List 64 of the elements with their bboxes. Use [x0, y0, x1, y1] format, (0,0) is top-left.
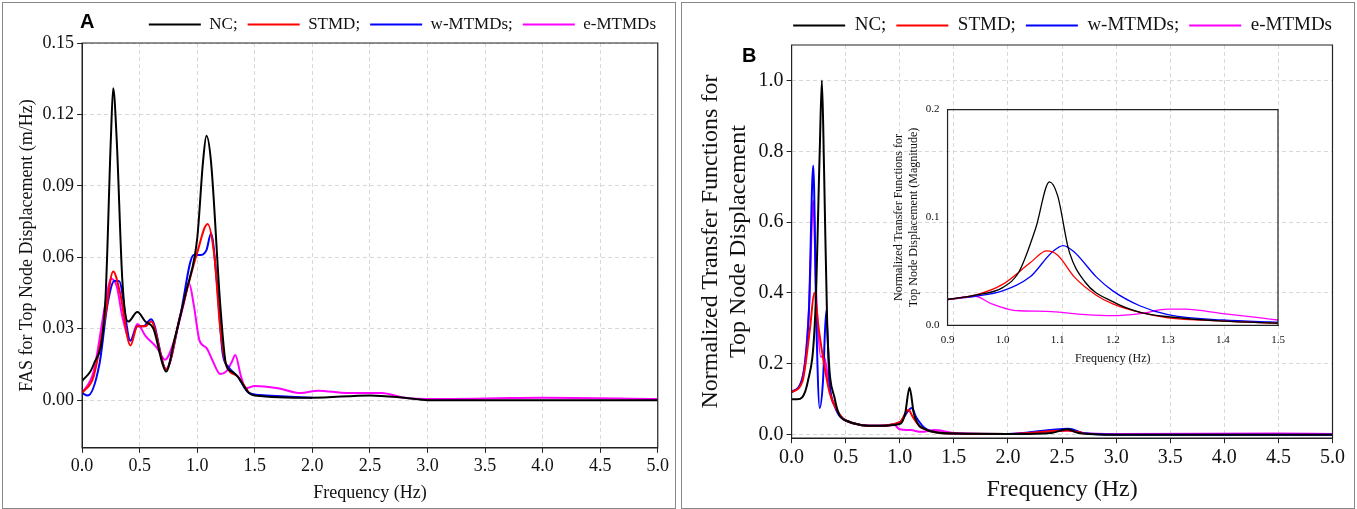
x-tick-label: 3.0 — [1103, 445, 1129, 468]
y-tick-label: 0.4 — [758, 280, 784, 303]
y-tick-label: 0.6 — [758, 209, 784, 232]
x-tick-label: 0.5 — [128, 455, 151, 476]
legend-label: w-MTMDs; — [1087, 13, 1180, 35]
y-tick-label: 0.0 — [925, 318, 941, 331]
x-tick-label: 4.5 — [1265, 445, 1291, 468]
legend-label: w-MTMDs; — [430, 13, 513, 33]
x-axis-title: Frequency (Hz) — [313, 481, 427, 503]
x-tick-label: 0.0 — [779, 445, 805, 468]
legend-label: STMD; — [308, 13, 361, 33]
legend-label: STMD; — [957, 13, 1016, 35]
x-tick-label: 2.5 — [358, 455, 382, 476]
x-tick-label: 1.0 — [887, 445, 913, 468]
x-tick-label: 1.0 — [185, 455, 209, 476]
x-tick-label: 4.5 — [588, 455, 612, 476]
x-tick-label: 0.9 — [940, 332, 955, 345]
y-axis-title: Normalized Transfer Functions for Top Node Displacement — [695, 74, 751, 409]
x-tick-label: 2.5 — [1049, 445, 1075, 468]
x-axis-title: Frequency (Hz) — [1074, 350, 1151, 365]
x-tick-label: 2.0 — [995, 445, 1021, 468]
y-tick-label: 0.06 — [42, 246, 75, 267]
x-tick-label: 1.2 — [1105, 332, 1120, 345]
x-tick-label: 0.5 — [833, 445, 859, 468]
y-tick-label: 0.15 — [42, 31, 75, 52]
y-axis-title: Normalized Transfer Functions for Top Node Displacement (Magnitude) — [891, 127, 920, 308]
legend-label: NC; — [854, 13, 887, 35]
x-axis-title: Frequency (Hz) — [986, 474, 1138, 501]
x-tick-label: 4.0 — [1211, 445, 1237, 468]
x-tick-label: 4.0 — [531, 455, 554, 476]
x-tick-label: 5.0 — [1320, 445, 1345, 468]
line-series — [82, 277, 658, 400]
chart-title: A — [80, 10, 95, 33]
y-tick-label: 0.03 — [42, 317, 75, 338]
y-tick-label: 0.0 — [758, 421, 784, 444]
chart-title: B — [742, 44, 757, 67]
x-tick-label: 1.5 — [243, 455, 267, 476]
legend-label: e-MTMDs — [1250, 13, 1333, 35]
y-tick-label: 0.12 — [42, 103, 75, 124]
x-tick-label: 2.0 — [301, 455, 324, 476]
line-series — [82, 87, 658, 402]
y-tick-label: 0.2 — [925, 102, 940, 115]
x-tick-label: 1.5 — [1271, 332, 1286, 345]
y-tick-label: 0.1 — [925, 210, 940, 223]
y-tick-label: 0.8 — [758, 138, 784, 161]
y-tick-label: 0.2 — [758, 351, 784, 374]
x-tick-label: 3.5 — [1157, 445, 1183, 468]
x-tick-label: 1.5 — [941, 445, 967, 468]
x-tick-label: 3.5 — [473, 455, 497, 476]
x-tick-label: 1.4 — [1216, 332, 1231, 345]
x-tick-label: 0.0 — [70, 455, 94, 476]
x-tick-label: 1.1 — [1050, 332, 1065, 345]
x-tick-label: 3.0 — [416, 455, 439, 476]
line-series — [82, 222, 251, 395]
legend-label: NC; — [209, 13, 238, 33]
x-tick-label: 5.0 — [646, 455, 669, 476]
y-tick-label: 1.0 — [758, 67, 784, 90]
legend-label: e-MTMDs — [583, 13, 656, 33]
y-axis-title: FAS for Top Node Displacement (m/Hz) — [15, 99, 37, 392]
y-tick-label: 0.09 — [42, 174, 75, 195]
x-tick-label: 1.0 — [995, 332, 1010, 345]
x-tick-label: 1.3 — [1160, 332, 1176, 345]
line-series — [947, 181, 1278, 324]
y-tick-label: 0.00 — [42, 388, 75, 409]
